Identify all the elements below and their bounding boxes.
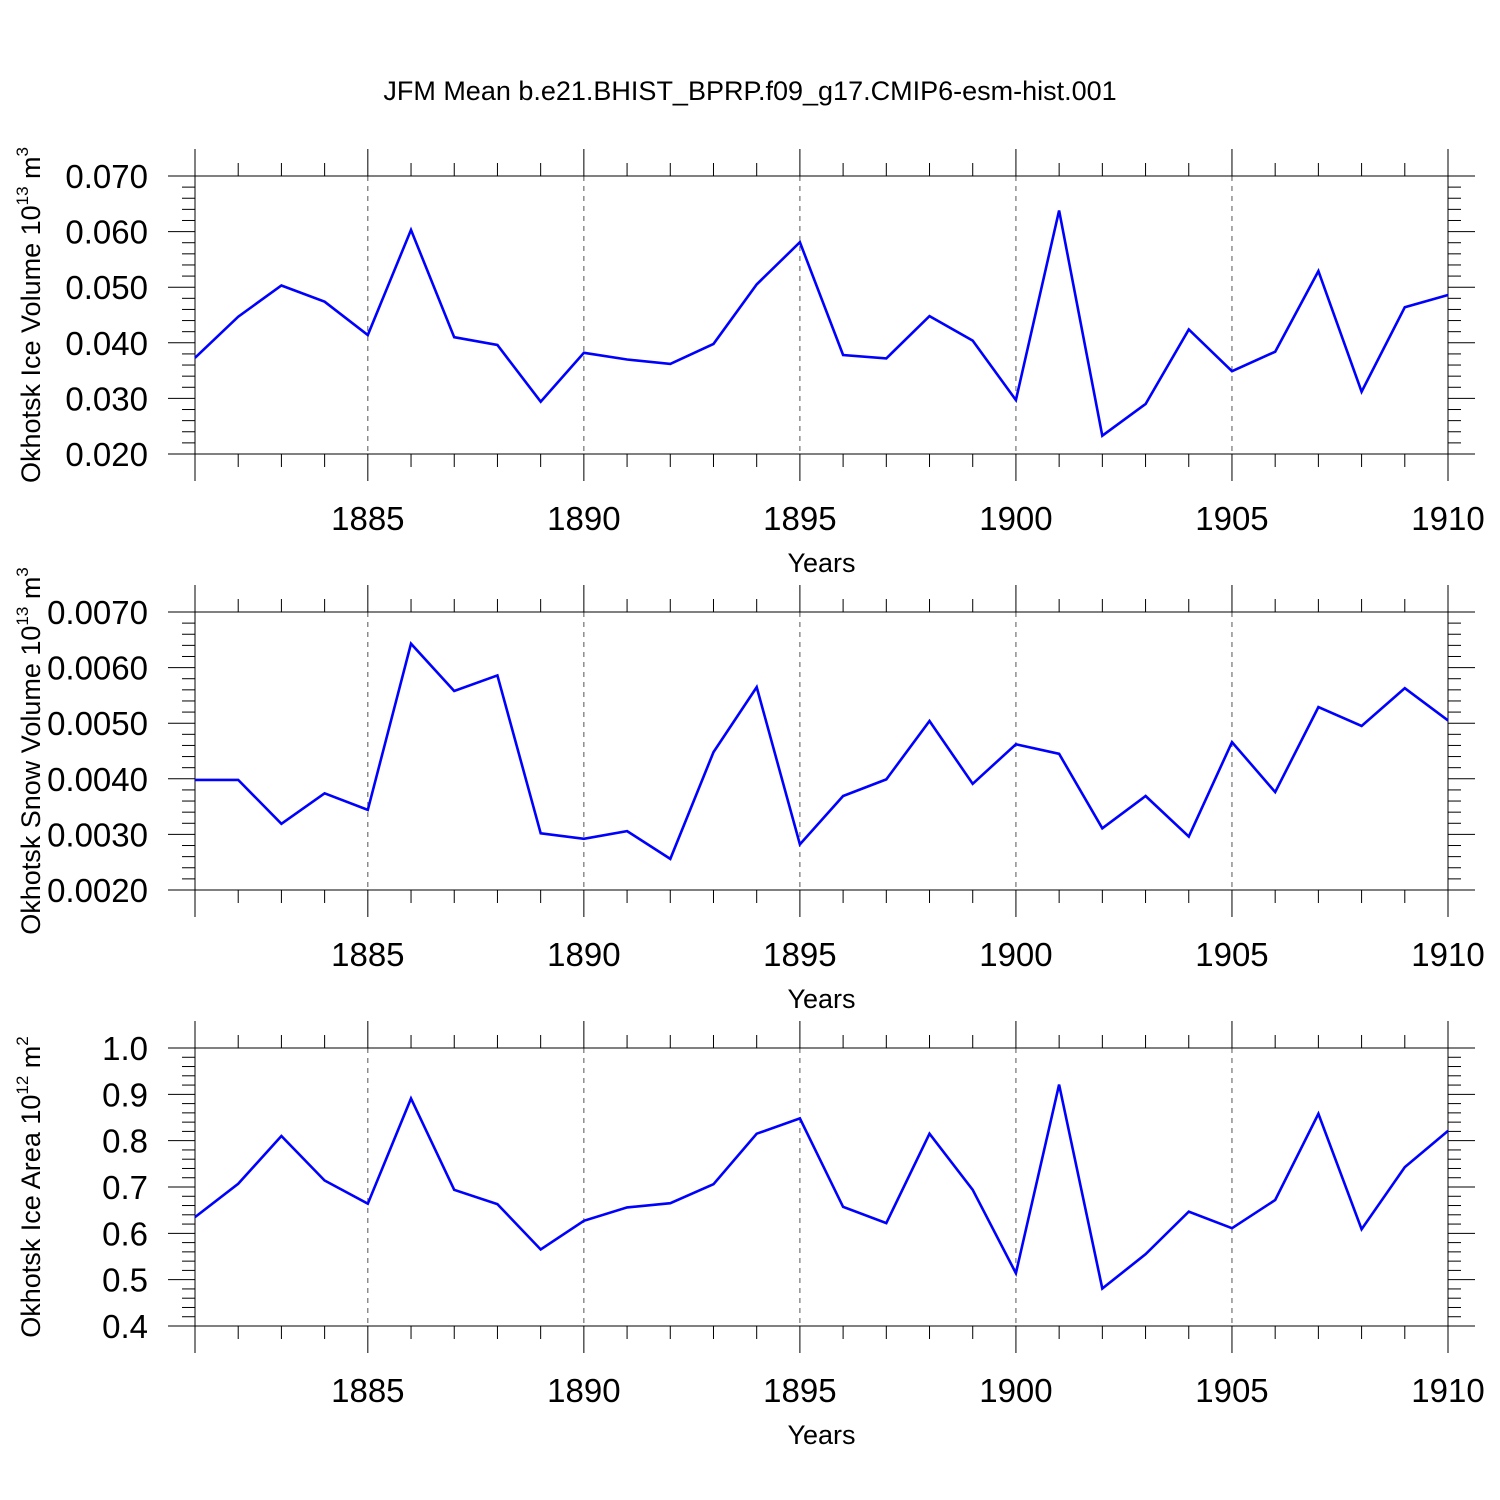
y-tick-label: 0.050 bbox=[65, 269, 148, 306]
x-tick-label: 1910 bbox=[1411, 936, 1484, 973]
y-tick-label: 0.0030 bbox=[47, 816, 148, 853]
y-tick-label: 0.020 bbox=[65, 436, 148, 473]
y-tick-label: 0.9 bbox=[102, 1076, 148, 1113]
x-tick-label: 1900 bbox=[979, 500, 1052, 537]
y-tick-label: 0.0060 bbox=[47, 650, 148, 687]
y-axis-label-exponent: 13 bbox=[13, 186, 32, 205]
y-tick-label: 0.7 bbox=[102, 1169, 148, 1206]
series-line bbox=[194, 1084, 1449, 1291]
x-tick-label: 1890 bbox=[547, 500, 620, 537]
y-tick-label: 0.4 bbox=[102, 1308, 148, 1345]
x-tick-label: 1900 bbox=[979, 1372, 1052, 1409]
x-tick-label: 1910 bbox=[1411, 1372, 1484, 1409]
x-tick-label: 1905 bbox=[1195, 1372, 1268, 1409]
y-axis-label: Okhotsk Ice Volume 1013 m3 bbox=[13, 147, 46, 483]
y-axis-label-unit-exponent: 2 bbox=[13, 1036, 32, 1045]
x-tick-label: 1885 bbox=[331, 936, 404, 973]
snow-volume-panel: 0.0020 0.0030 0.0040 0.0050 0.0060 0.0070 1885… bbox=[13, 567, 1485, 1014]
x-tick-label: 1905 bbox=[1195, 500, 1268, 537]
y-axis-label: Okhotsk Snow Volume 1013 m3 bbox=[13, 567, 46, 935]
y-tick-label: 0.030 bbox=[65, 380, 148, 417]
y-tick-label: 0.060 bbox=[65, 214, 148, 251]
y-axis-label-unit-exponent: 3 bbox=[13, 567, 32, 576]
x-tick-label: 1885 bbox=[331, 1372, 404, 1409]
x-axis-label: Years bbox=[787, 1420, 855, 1450]
y-axis-label-unit: m bbox=[16, 1046, 46, 1076]
ice-volume-panel: 0.020 0.030 0.040 0.050 0.060 0.070 1885 1890 18… bbox=[13, 147, 1485, 578]
y-axis-label-text: Okhotsk Ice Volume 10 bbox=[16, 205, 46, 483]
y-tick-label: 0.070 bbox=[65, 158, 148, 195]
y-tick-label: 0.8 bbox=[102, 1123, 148, 1160]
y-tick-label: 0.5 bbox=[102, 1262, 148, 1299]
x-axis-label: Years bbox=[787, 548, 855, 578]
x-tick-label: 1905 bbox=[1195, 936, 1268, 973]
y-axis-label-unit: m bbox=[16, 577, 46, 607]
x-tick-label: 1890 bbox=[547, 1372, 620, 1409]
y-axis-label-exponent: 13 bbox=[13, 607, 32, 626]
x-tick-label: 1895 bbox=[763, 1372, 836, 1409]
y-axis-label: Okhotsk Ice Area 1012 m2 bbox=[13, 1036, 46, 1338]
y-tick-label: 0.040 bbox=[65, 325, 148, 362]
y-axis-label-exponent: 12 bbox=[13, 1076, 32, 1095]
x-tick-label: 1885 bbox=[331, 500, 404, 537]
x-tick-label: 1900 bbox=[979, 936, 1052, 973]
x-axis-label: Years bbox=[787, 984, 855, 1014]
y-tick-label: 0.0070 bbox=[47, 594, 148, 631]
y-axis-label-unit: m bbox=[16, 156, 46, 186]
y-tick-label: 0.6 bbox=[102, 1215, 148, 1252]
y-tick-label: 0.0040 bbox=[47, 761, 148, 798]
y-axis-label-unit-exponent: 3 bbox=[13, 147, 32, 156]
y-tick-label: 0.0050 bbox=[47, 705, 148, 742]
page-title: JFM Mean b.e21.BHIST_BPRP.f09_g17.CMIP6-… bbox=[383, 76, 1116, 106]
x-tick-label: 1895 bbox=[763, 500, 836, 537]
y-axis-label-text: Okhotsk Ice Area 10 bbox=[16, 1095, 46, 1338]
series-line bbox=[195, 641, 1449, 861]
y-tick-label: 1.0 bbox=[102, 1030, 148, 1067]
y-axis-label-text: Okhotsk Snow Volume 10 bbox=[16, 626, 46, 935]
ice-area-panel: 0.4 0.5 0.6 0.7 0.8 0.9 1.0 1885 1890 1895 1900 190… bbox=[13, 1021, 1485, 1450]
series-line bbox=[194, 210, 1449, 438]
x-tick-label: 1890 bbox=[547, 936, 620, 973]
y-tick-label: 0.0020 bbox=[47, 872, 148, 909]
x-tick-label: 1910 bbox=[1411, 500, 1484, 537]
x-tick-label: 1895 bbox=[763, 936, 836, 973]
